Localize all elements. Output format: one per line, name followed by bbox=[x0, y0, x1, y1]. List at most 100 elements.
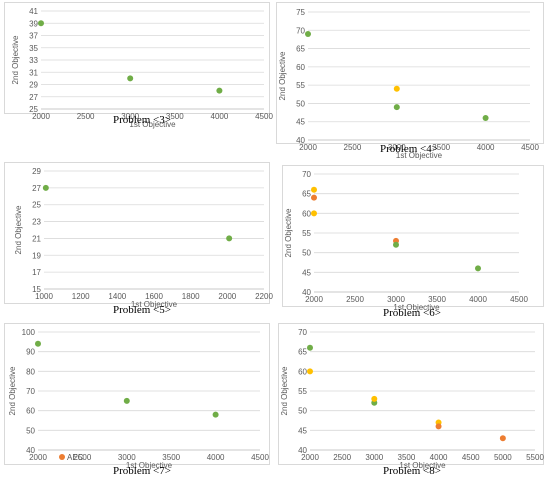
data-point bbox=[311, 186, 317, 193]
x-axis-label: 1st Objective bbox=[131, 300, 178, 309]
data-point bbox=[42, 184, 49, 191]
y-tick-label: 15 bbox=[32, 285, 41, 294]
y-tick-label: 23 bbox=[32, 218, 41, 227]
x-tick-label: 2000 bbox=[305, 295, 323, 304]
x-tick-label: 2000 bbox=[218, 292, 236, 301]
x-tick-label: 1400 bbox=[108, 292, 126, 301]
y-tick-label: 31 bbox=[29, 68, 38, 77]
data-point bbox=[123, 397, 130, 404]
y-tick-label: 75 bbox=[296, 8, 305, 17]
y-tick-label: 55 bbox=[302, 229, 311, 238]
x-tick-label: 3000 bbox=[387, 295, 405, 304]
scatter-chart: 15 17 19 21 23 25 27 29 1000 1200 1400 1600 1800 2000… bbox=[14, 167, 273, 309]
x-tick-label: 2200 bbox=[255, 292, 273, 301]
x-tick-label: 3500 bbox=[432, 143, 450, 152]
x-tick-label: 2500 bbox=[77, 112, 95, 121]
data-point bbox=[127, 75, 134, 82]
x-tick-label: 3500 bbox=[166, 112, 184, 121]
x-tick-label: 5500 bbox=[526, 453, 544, 462]
y-tick-label: 55 bbox=[296, 81, 305, 90]
scatter-chart: 40 45 50 55 60 65 70 2000 2500 3000 3500 4000 4500 1s… bbox=[284, 170, 528, 312]
data-point bbox=[475, 265, 481, 272]
y-axis-label: 2nd Objective bbox=[278, 51, 287, 100]
y-tick-label: 17 bbox=[32, 268, 41, 277]
x-axis-label: 1st Objective bbox=[399, 461, 446, 470]
data-point bbox=[393, 85, 400, 92]
y-tick-label: 60 bbox=[298, 367, 307, 376]
chart-panel: 15 17 19 21 23 25 27 29 1000 1200 1400 1600 1800 2000… bbox=[4, 162, 273, 309]
scatter-chart: 40 45 50 55 60 65 70 2000 2500 3000 3500 4000 4500 50… bbox=[280, 328, 544, 470]
x-tick-label: 4000 bbox=[469, 295, 487, 304]
y-tick-label: 80 bbox=[26, 367, 35, 376]
x-tick-label: 2500 bbox=[346, 295, 364, 304]
data-point bbox=[393, 241, 399, 248]
y-tick-label: 70 bbox=[302, 170, 311, 179]
y-tick-label: 100 bbox=[22, 328, 36, 337]
y-tick-label: 70 bbox=[26, 387, 35, 396]
y-axis-label: 2nd Objective bbox=[280, 366, 289, 415]
chart-caption: Problem <8> bbox=[383, 465, 441, 477]
x-tick-label: 3500 bbox=[398, 453, 416, 462]
data-point bbox=[393, 104, 400, 111]
y-tick-label: 27 bbox=[29, 93, 38, 102]
x-tick-label: 3500 bbox=[162, 453, 180, 462]
y-axis-label: 2nd Objective bbox=[284, 208, 293, 257]
y-tick-label: 65 bbox=[296, 45, 305, 54]
y-tick-label: 21 bbox=[32, 234, 41, 243]
data-point bbox=[499, 435, 506, 442]
y-tick-label: 29 bbox=[32, 167, 41, 176]
y-tick-label: 45 bbox=[296, 118, 305, 127]
x-tick-label: 4500 bbox=[462, 453, 480, 462]
y-tick-label: 65 bbox=[298, 348, 307, 357]
y-tick-label: 60 bbox=[26, 407, 35, 416]
data-point bbox=[305, 30, 311, 37]
y-tick-label: 40 bbox=[296, 136, 305, 145]
x-tick-label: 4500 bbox=[255, 112, 273, 121]
y-tick-label: 25 bbox=[32, 201, 41, 210]
chart-caption: Problem <5> bbox=[113, 304, 171, 316]
y-tick-label: 70 bbox=[298, 328, 307, 337]
data-point bbox=[311, 210, 317, 217]
x-tick-label: 2500 bbox=[333, 453, 351, 462]
legend-marker bbox=[59, 454, 65, 460]
chart-panel: 25 27 29 31 33 35 37 39 41 2000 2500 3000 3500 4000 45… bbox=[4, 2, 273, 129]
y-tick-label: 70 bbox=[296, 26, 305, 35]
chart-panel: 40 50 60 70 80 90 100 2000 2500 3000 3500 4000 4500 1… bbox=[4, 323, 270, 470]
data-point bbox=[35, 340, 41, 347]
y-tick-label: 90 bbox=[26, 348, 35, 357]
x-tick-label: 1000 bbox=[35, 292, 53, 301]
x-tick-label: 2500 bbox=[344, 143, 362, 152]
data-point bbox=[307, 344, 313, 351]
x-tick-label: 4500 bbox=[251, 453, 269, 462]
y-tick-label: 40 bbox=[302, 288, 311, 297]
y-tick-label: 39 bbox=[29, 19, 38, 28]
x-tick-label: 3000 bbox=[388, 143, 406, 152]
x-tick-label: 1200 bbox=[72, 292, 90, 301]
chart-panel: 40 45 50 55 60 65 70 2000 2500 3000 3500 4000 4500 50… bbox=[278, 323, 544, 470]
y-tick-label: 60 bbox=[296, 63, 305, 72]
x-tick-label: 1800 bbox=[182, 292, 200, 301]
y-tick-label: 40 bbox=[26, 446, 35, 455]
y-axis-label: 2nd Objective bbox=[14, 205, 23, 254]
y-tick-label: 50 bbox=[298, 407, 307, 416]
x-tick-label: 4500 bbox=[510, 295, 528, 304]
x-tick-label: 3000 bbox=[365, 453, 383, 462]
x-tick-label: 5000 bbox=[494, 453, 512, 462]
x-tick-label: 2500 bbox=[74, 453, 92, 462]
data-point bbox=[212, 411, 219, 418]
x-tick-label: 4000 bbox=[477, 143, 495, 152]
y-tick-label: 50 bbox=[296, 99, 305, 108]
y-tick-label: 50 bbox=[302, 249, 311, 258]
scatter-chart: 40 45 50 55 60 65 70 75 2000 2500 3000 3500 4000 4500… bbox=[278, 8, 539, 160]
y-tick-label: 45 bbox=[298, 426, 307, 435]
y-tick-label: 55 bbox=[298, 387, 307, 396]
x-axis-label: 1st Objective bbox=[393, 303, 440, 312]
y-tick-label: 65 bbox=[302, 190, 311, 199]
x-tick-label: 4500 bbox=[521, 143, 539, 152]
y-tick-label: 25 bbox=[29, 105, 38, 114]
y-tick-label: 19 bbox=[32, 251, 41, 260]
chart-panel: 40 45 50 55 60 65 70 75 2000 2500 3000 3500 4000 4500… bbox=[276, 2, 544, 160]
y-tick-label: 60 bbox=[302, 209, 311, 218]
y-tick-label: 41 bbox=[29, 7, 38, 16]
x-tick-label: 2000 bbox=[29, 453, 47, 462]
